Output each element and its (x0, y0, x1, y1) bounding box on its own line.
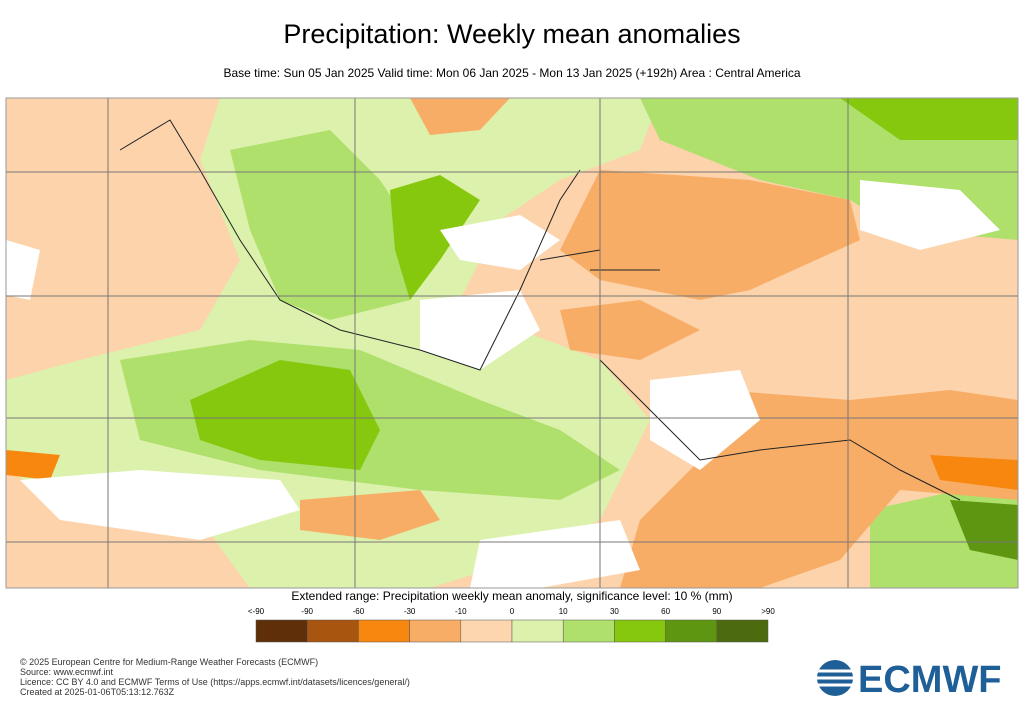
orange-area (6, 450, 60, 480)
orange-area (300, 490, 440, 540)
footer: © 2025 European Centre for Medium-Range … (20, 657, 410, 697)
color-box (562, 619, 615, 643)
color-label: 10 (559, 607, 568, 616)
footer-line: © 2025 European Centre for Medium-Range … (20, 657, 318, 667)
color-label: >90 (761, 607, 775, 616)
color-box (255, 619, 308, 643)
title: Precipitation: Weekly mean anomalies (283, 19, 740, 49)
green-area (840, 98, 1018, 140)
color-box (511, 619, 564, 643)
green-area (950, 500, 1018, 560)
graticule (6, 98, 1018, 588)
footer-line: Licence: CC BY 4.0 and ECMWF Terms of Us… (20, 677, 410, 687)
color-label: 0 (510, 607, 515, 616)
color-box (665, 619, 718, 643)
white-area (20, 470, 300, 540)
logo-text: ECMWF (858, 659, 1002, 701)
orange-area (410, 98, 510, 135)
color-box (716, 619, 769, 643)
green-area (190, 360, 380, 470)
white-area (6, 240, 40, 300)
map (5, 97, 1019, 589)
subtitle: Base time: Sun 05 Jan 2025 Valid time: M… (223, 66, 800, 80)
legend-title: Extended range: Precipitation weekly mea… (291, 589, 732, 603)
green-area (390, 175, 480, 300)
color-label: -10 (455, 607, 467, 616)
color-box (358, 619, 410, 643)
footer-line: Created at 2025-01-06T05:13:12.763Z (20, 687, 175, 697)
coastline (119, 119, 961, 501)
color-label: -30 (404, 607, 416, 616)
white-area (470, 520, 640, 588)
logo: ECMWF (815, 659, 1002, 701)
orange-area (560, 300, 700, 360)
color-label: 90 (712, 607, 721, 616)
color-label: <-90 (248, 607, 265, 616)
color-label: 60 (661, 607, 670, 616)
orange-area (560, 170, 860, 300)
map-frame (5, 97, 1019, 589)
white-area (650, 370, 760, 470)
color-label: -60 (353, 607, 365, 616)
colorbar: <-90 -90 -60 -30 -10 0 10 30 60 90 >90 (248, 607, 775, 643)
color-label: -90 (301, 607, 313, 616)
color-label: 30 (610, 607, 619, 616)
white-area (440, 215, 560, 270)
color-box (306, 619, 359, 643)
footer-line: Source: www.ecmwf.int (20, 667, 114, 677)
orange-area (930, 455, 1018, 490)
color-box (614, 619, 666, 643)
color-box (409, 619, 462, 643)
green-area (230, 130, 420, 320)
white-area (860, 180, 1000, 250)
color-box (460, 619, 513, 643)
